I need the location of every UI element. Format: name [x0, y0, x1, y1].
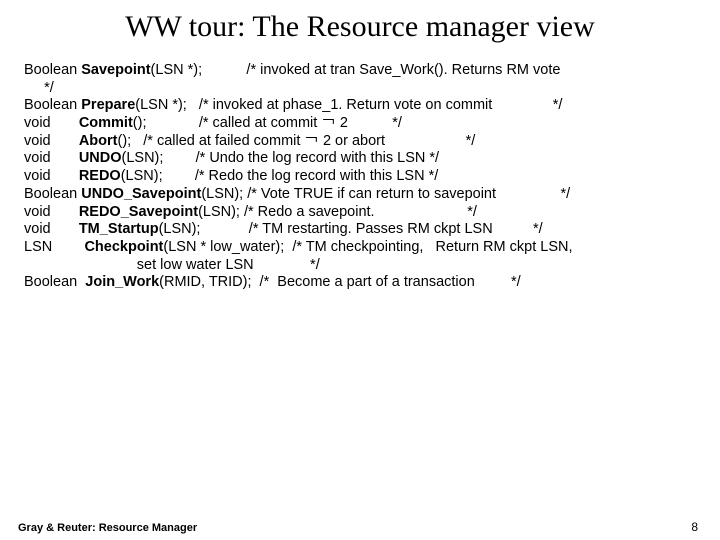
code-line: void UNDO(LSN); /* Undo the log record w…	[24, 150, 696, 168]
code-line: LSN Checkpoint(LSN * low_water); /* TM c…	[24, 239, 696, 257]
code-block: Boolean Savepoint(LSN *); /* invoked at …	[0, 62, 720, 292]
code-line: Boolean Savepoint(LSN *); /* invoked at …	[24, 62, 696, 80]
code-line: void Abort(); /* called at failed commit…	[24, 133, 696, 151]
code-line: void TM_Startup(LSN); /* TM restarting. …	[24, 221, 696, 239]
footer-text: Gray & Reuter: Resource Manager	[18, 522, 197, 534]
code-line: void REDO(LSN); /* Redo the log record w…	[24, 168, 696, 186]
code-line: */	[24, 80, 696, 98]
code-line: set low water LSN */	[24, 257, 696, 275]
code-line: void Commit(); /* called at commit ￢ 2 *…	[24, 115, 696, 133]
slide-title: WW tour: The Resource manager view	[0, 10, 720, 44]
code-line: void REDO_Savepoint(LSN); /* Redo a save…	[24, 204, 696, 222]
code-line: Boolean Prepare(LSN *); /* invoked at ph…	[24, 97, 696, 115]
code-line: Boolean Join_Work(RMID, TRID); /* Become…	[24, 274, 696, 292]
page-number: 8	[691, 520, 698, 534]
code-line: Boolean UNDO_Savepoint(LSN); /* Vote TRU…	[24, 186, 696, 204]
